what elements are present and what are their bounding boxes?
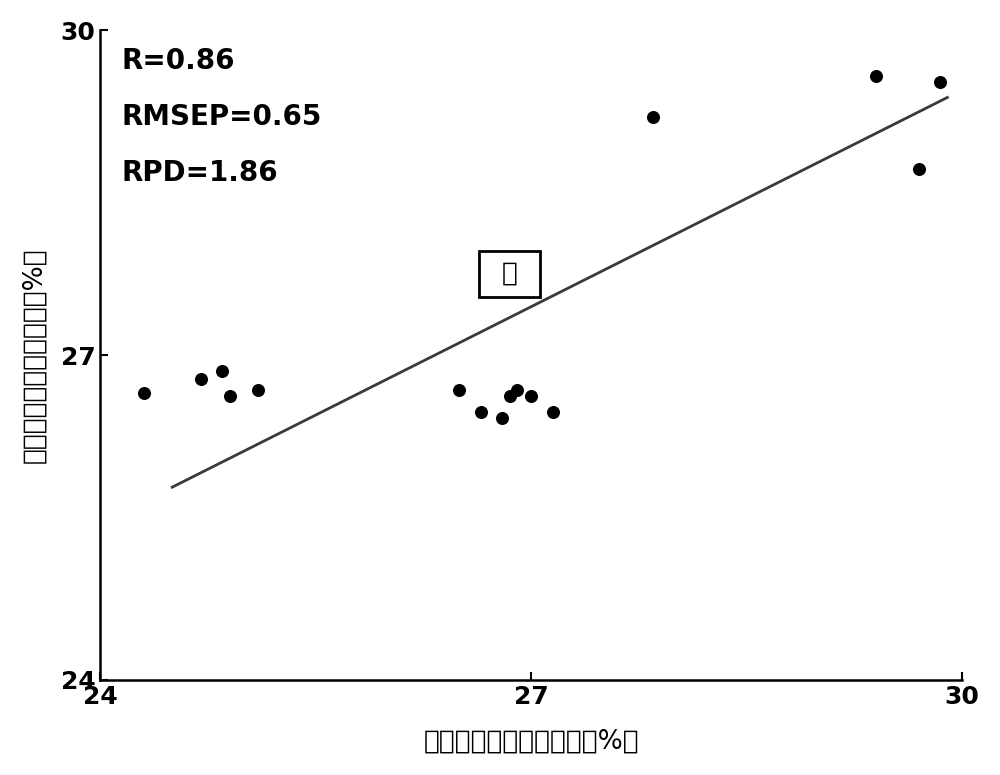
X-axis label: 烷基碳相对含量实测值（%）: 烷基碳相对含量实测值（%） [423, 728, 639, 754]
Point [911, 163, 927, 175]
Text: R=0.86

RMSEP=0.65

RPD=1.86: R=0.86 RMSEP=0.65 RPD=1.86 [122, 46, 322, 187]
Point [509, 384, 525, 396]
Point [494, 412, 510, 424]
Text: 中: 中 [502, 261, 517, 287]
Point [868, 70, 884, 82]
Point [193, 373, 209, 385]
Point [502, 390, 518, 402]
Bar [479, 251, 540, 297]
Y-axis label: 烷基碳相对含量预测值（%）: 烷基碳相对含量预测值（%） [21, 247, 47, 463]
Point [523, 390, 539, 402]
Point [214, 365, 230, 377]
Point [545, 406, 561, 419]
Point [136, 387, 152, 399]
Point [222, 390, 238, 402]
Point [250, 384, 266, 396]
Point [473, 406, 489, 419]
Point [645, 111, 661, 123]
Point [451, 384, 467, 396]
Point [932, 76, 948, 88]
